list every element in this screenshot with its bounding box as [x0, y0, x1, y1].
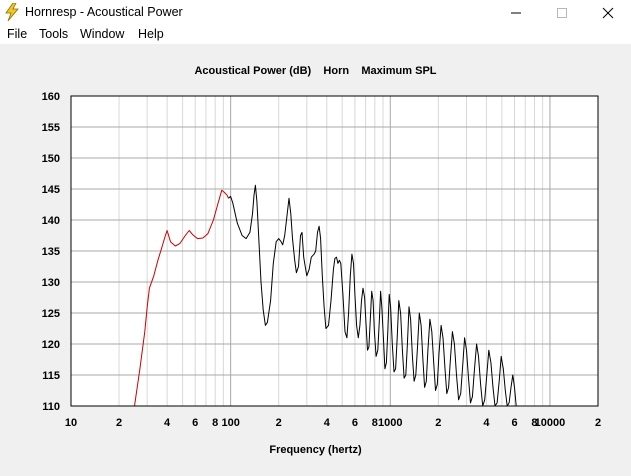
maximize-button[interactable] [539, 0, 585, 26]
menu-bar: File Tools Window Help [0, 26, 631, 44]
minimize-icon [511, 12, 521, 14]
y-tick-label: 140 [42, 215, 60, 227]
x-tick-label: 6 [511, 417, 517, 429]
x-tick-label: 2 [435, 417, 441, 429]
x-tick-label: 4 [483, 417, 490, 429]
y-tick-labels: 110 115 120 125 130 135 140 145 150 155 160 [42, 91, 60, 413]
y-tick-label: 110 [42, 401, 60, 413]
x-tick-label: 10000 [535, 417, 566, 429]
x-tick-label: 2 [116, 417, 122, 429]
menu-tools[interactable]: Tools [39, 27, 69, 41]
menu-file[interactable]: File [7, 27, 28, 41]
plot-frame [70, 95, 599, 407]
x-tick-label: 6 [352, 417, 358, 429]
close-icon [602, 7, 614, 19]
chart-title: Acoustical Power (dB) Horn Maximum SPL [194, 65, 437, 77]
y-tick-label: 135 [42, 246, 60, 258]
x-tick-label: 8 [372, 417, 378, 429]
y-tick-label: 145 [42, 184, 60, 196]
major-grid [71, 95, 598, 407]
series-layer [134, 184, 517, 407]
menu-help[interactable]: Help [138, 27, 164, 41]
series-line-1 [228, 184, 517, 407]
y-tick-label: 155 [42, 122, 60, 134]
x-tick-label: 1000 [378, 417, 402, 429]
series-line-0 [134, 189, 229, 407]
y-tick-label: 120 [42, 339, 60, 351]
x-tick-label: 8 [531, 417, 537, 429]
x-tick-label: 8 [212, 417, 218, 429]
title-bar: Hornresp - Acoustical Power [0, 0, 631, 26]
x-axis-label: Frequency (hertz) [269, 444, 362, 456]
y-tick-label: 150 [42, 153, 60, 165]
x-tick-label: 4 [164, 417, 171, 429]
minimize-button[interactable] [493, 0, 539, 26]
x-tick-label: 2 [595, 417, 601, 429]
y-tick-label: 130 [42, 277, 60, 289]
close-button[interactable] [585, 0, 631, 26]
window-title: Hornresp - Acoustical Power [25, 5, 183, 19]
x-tick-label: 2 [276, 417, 282, 429]
y-tick-label: 160 [42, 91, 60, 103]
y-tick-label: 115 [42, 370, 60, 382]
y-tick-label: 125 [42, 308, 60, 320]
x-tick-label: 6 [192, 417, 198, 429]
menu-window[interactable]: Window [80, 27, 125, 41]
maximize-icon [557, 8, 567, 18]
lightning-icon [5, 3, 19, 21]
x-tick-label: 10 [65, 417, 77, 429]
x-tick-label: 100 [221, 417, 239, 429]
x-tick-label: 4 [324, 417, 331, 429]
